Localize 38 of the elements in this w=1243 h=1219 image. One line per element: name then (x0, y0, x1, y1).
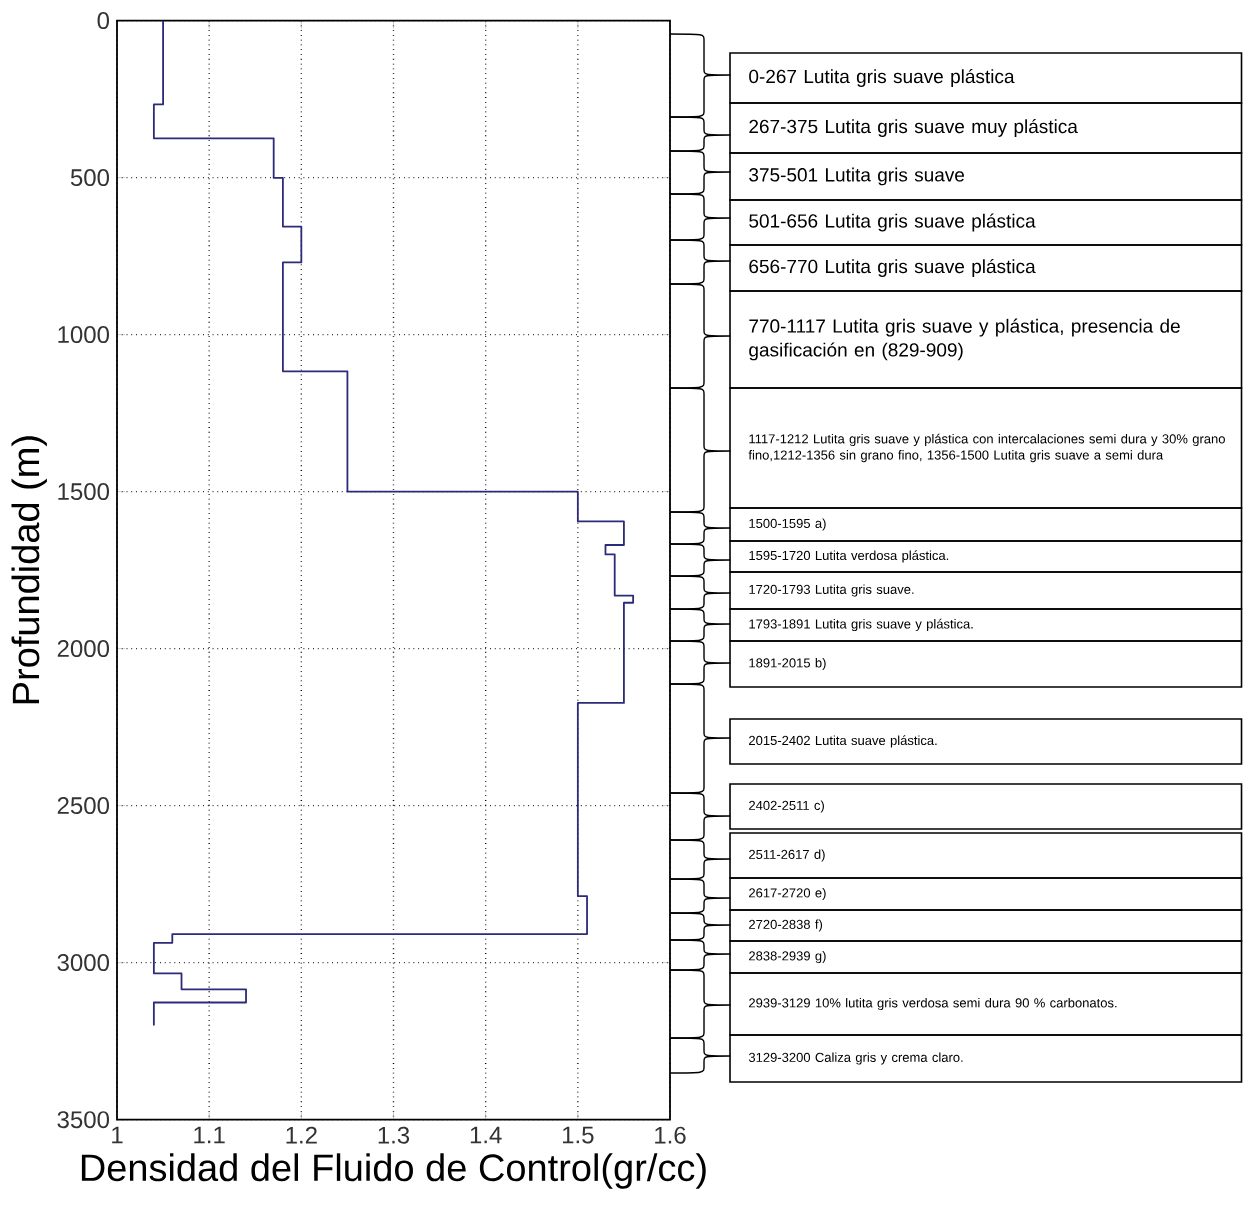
y-tick-label: 1000 (58, 326, 110, 344)
y-tick-label: 500 (70, 169, 110, 187)
text: 501-656 Lutita gris suave plástica (749, 213, 1036, 232)
x-tick-label: 1.4 (470, 1126, 502, 1144)
text: 1500-1595 a) (749, 518, 826, 531)
x-tick-label: 1.5 (562, 1126, 594, 1144)
text: 2939-3129 10% lutita gris verdosa semi dura 90 % carbonatos. (749, 997, 1117, 1011)
line-series (152, 20, 635, 1027)
text: 2511-2617 d) (749, 849, 825, 862)
y-tick-label: 1500 (58, 483, 110, 501)
y-tick-label: 3000 (57, 954, 110, 972)
text: 1117-1212 Lutita gris suave y plástica con intercalaciones semi dura y 30% grano fino,1212-1356 sin grano fino, 1356-1500 Lutita gris suave a semi dura (748, 433, 1225, 463)
x-tick-label: 1.3 (378, 1126, 410, 1144)
text: 770-1117 Lutita gris suave y plástica, presencia de gasificación en (829-909) (749, 318, 1180, 361)
text: 1595-1720 Lutita verdosa plástica. (749, 550, 949, 563)
text: 656-770 Lutita gris suave plástica (749, 259, 1036, 277)
y-tick-label: 2000 (57, 640, 110, 658)
text: 1793-1891 Lutita gris suave y plástica. (749, 618, 973, 632)
text: 267-375 Lutita gris suave muy plástica (749, 119, 1078, 137)
text: 2720-2838 f) (749, 919, 823, 932)
x-axis-title: Densidad del Fluido de Control(gr/cc) (81, 1153, 706, 1189)
text: 0-267 Lutita gris suave plástica (749, 69, 1015, 87)
y-tick-label: 3500 (57, 1111, 110, 1129)
text: 3129-3200 Caliza gris y crema claro. (748, 1052, 963, 1065)
text: 2402-2511 c) (749, 800, 824, 813)
x-tick-label: 1.1 (194, 1126, 225, 1144)
text: 2617-2720 e) (749, 887, 826, 901)
x-tick-label: 1.2 (286, 1126, 317, 1144)
text: 2838-2939 g) (749, 950, 826, 964)
text: 375-501 Lutita gris suave (749, 167, 965, 186)
text: 1891-2015 b) (749, 657, 826, 671)
x-tick-label: 1.6 (655, 1126, 686, 1144)
text: 2015-2402 Lutita suave plástica. (749, 735, 937, 748)
y-tick-label: 2500 (57, 797, 110, 815)
text: 1720-1793 Lutita gris suave. (749, 584, 914, 597)
y-tick-label: 0 (97, 12, 110, 30)
y-axis-title: Profundidad (m) (11, 436, 47, 704)
x-tick-label: 1 (112, 1126, 123, 1144)
